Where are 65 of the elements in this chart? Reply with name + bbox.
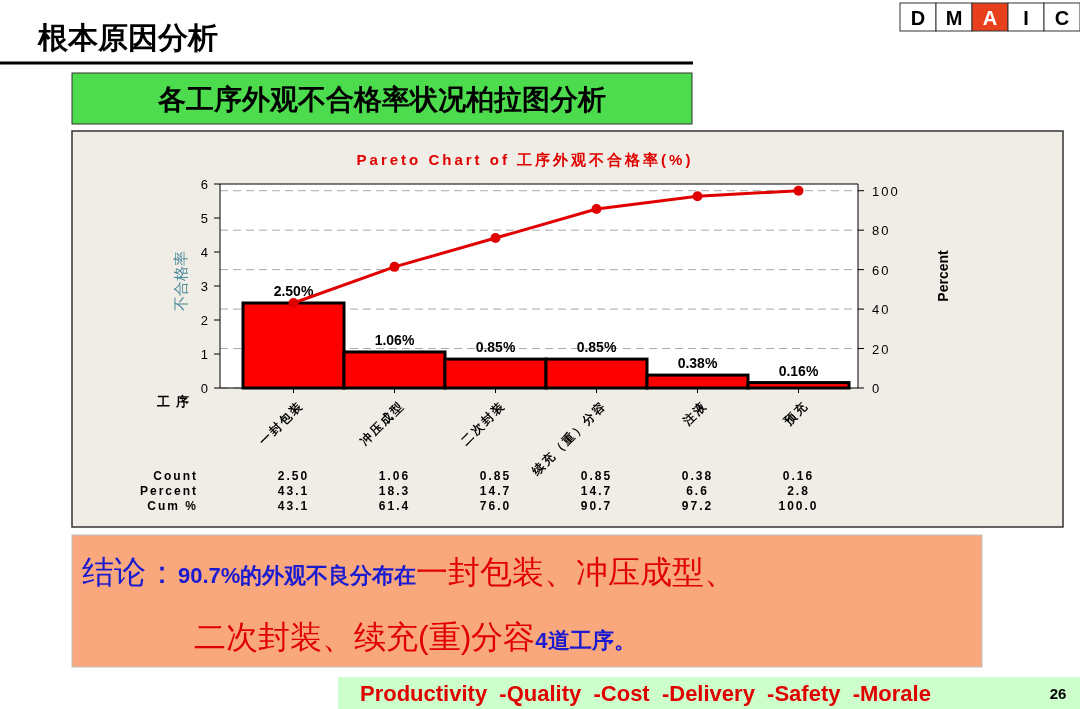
text: 90.7%的外观不良分布在 — [178, 563, 417, 588]
text: 97.2 — [681, 499, 714, 513]
x-tick-label: 二次封装 — [458, 398, 508, 448]
data-label: 0.16% — [778, 362, 819, 379]
point — [591, 204, 602, 215]
y-tick-label: 4 — [200, 245, 208, 260]
text: Cum % — [147, 499, 198, 513]
y2-axis-title: Percent — [935, 249, 951, 302]
text: 61.4 — [378, 499, 411, 513]
point — [490, 233, 501, 244]
y2-tick-label: 100 — [872, 183, 900, 199]
text: Percent — [139, 484, 198, 498]
text: 2.8 — [787, 484, 810, 498]
text: 100.0 — [778, 499, 819, 513]
text: 18.3 — [378, 484, 411, 498]
data-label: 1.06% — [374, 331, 415, 348]
y-axis-title: 不合格率 — [172, 251, 189, 311]
text: 4道工序。 — [535, 628, 636, 653]
text: 结论： — [82, 554, 178, 590]
y2-tick-label: 40 — [872, 302, 891, 318]
x-tick-label: 预充 — [780, 398, 811, 429]
x-tick-label: 冲压成型 — [357, 398, 407, 448]
text: 43.1 — [277, 499, 310, 513]
text: 1.06 — [378, 469, 411, 483]
y2-tick-label: 0 — [872, 381, 882, 396]
point — [692, 191, 703, 202]
text: 0.16 — [782, 469, 815, 483]
text: 14.7 — [479, 484, 512, 498]
text: 6.6 — [686, 484, 709, 498]
y-tick-label: 1 — [200, 347, 208, 362]
text: 14.7 — [580, 484, 613, 498]
data-label: 2.50% — [273, 283, 314, 299]
text: 43.1 — [277, 484, 310, 498]
text: 0.38 — [681, 469, 714, 483]
data-label: 0.85% — [576, 339, 617, 356]
y-tick-label: 2 — [200, 313, 208, 328]
x-tick-label: 一封包装 — [256, 398, 306, 448]
chart-title: Pareto Chart of 工序外观不合格率(%) — [356, 151, 694, 168]
dmaic-box: D M A I C — [899, 2, 1080, 32]
text: 0.85 — [479, 469, 512, 483]
y-tick-label: 0 — [200, 381, 208, 396]
text: 二次封装、续充(重)分容 — [194, 619, 536, 655]
text: 76.0 — [479, 499, 512, 513]
y2-tick-label: 80 — [872, 223, 891, 239]
data-label: 0.85% — [475, 339, 516, 356]
text: Productivity -Quality -Cost -Delivery -Safety -Morale — [360, 681, 931, 706]
y-tick-label: 6 — [200, 177, 208, 192]
x-axis-title: 工序 — [156, 394, 195, 409]
x-tick-label: 注液 — [679, 398, 710, 429]
text: 2.50 — [277, 469, 310, 483]
text: Count — [153, 469, 198, 483]
data-label: 0.38% — [677, 355, 718, 372]
text: 根本原因分析 — [37, 21, 218, 54]
point — [389, 261, 400, 272]
y2-tick-label: 60 — [872, 262, 891, 278]
text: 26 — [1049, 685, 1067, 702]
text: 各工序外观不合格率状况柏拉图分析 — [157, 84, 606, 115]
text: 90.7 — [580, 499, 613, 513]
text: 0.85 — [580, 469, 613, 483]
y-tick-label: 5 — [200, 211, 208, 226]
y-tick-label: 3 — [200, 279, 208, 294]
y2-tick-label: 20 — [872, 341, 891, 357]
text: 一封包装、冲压成型、 — [416, 554, 737, 590]
point — [288, 297, 299, 308]
point — [793, 185, 804, 196]
